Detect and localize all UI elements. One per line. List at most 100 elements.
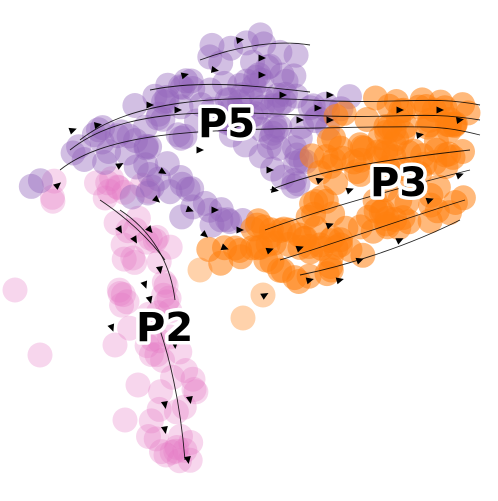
velocity-arrow-icon [305, 277, 314, 285]
velocity-arrow-icon [415, 132, 424, 140]
velocity-arrow-icon [295, 245, 304, 253]
cell-point [227, 89, 253, 115]
cell-point [122, 217, 148, 243]
cluster-label-p5: P5 [198, 101, 255, 147]
cell-point [187, 257, 213, 283]
cell-point [215, 207, 240, 233]
velocity-arrow-icon [211, 206, 219, 214]
cell-point [281, 167, 307, 193]
cell-point [2, 277, 28, 303]
velocity-arrow-icon [455, 117, 464, 125]
cell-point [217, 209, 243, 235]
cell-point [178, 430, 204, 455]
cell-point [258, 125, 284, 151]
cell-point [168, 125, 194, 151]
cell-point [239, 103, 265, 129]
cell-point [199, 32, 225, 58]
cluster-p2-points [2, 166, 209, 474]
cell-point [219, 95, 245, 121]
velocity-arrow-icon [265, 247, 274, 255]
cell-point [238, 83, 264, 109]
cell-point [99, 166, 125, 192]
cell-point [84, 170, 109, 196]
cell-point [271, 89, 297, 114]
cell-point [39, 184, 65, 210]
cell-point [106, 175, 132, 201]
cell-point [110, 232, 136, 258]
cell-point [106, 277, 132, 303]
streamline [264, 169, 471, 231]
velocity-arrow-icon [315, 177, 324, 185]
cell-point [168, 165, 194, 190]
cell-point [18, 173, 44, 199]
cell-point [304, 105, 330, 130]
cell-point [285, 171, 311, 197]
cell-point [114, 289, 140, 315]
cell-point [137, 162, 163, 187]
cell-point [257, 53, 283, 79]
cell-point [145, 105, 171, 131]
streamline [159, 329, 186, 461]
velocity-arrow-icon [270, 185, 279, 193]
cell-point [167, 448, 192, 474]
velocity-arrow-icon [455, 172, 464, 180]
cell-point [136, 301, 162, 327]
cell-point [133, 135, 159, 161]
cell-point [177, 447, 203, 473]
cell-point [263, 117, 289, 143]
velocity-arrow-icon [160, 425, 168, 434]
velocity-arrow-icon [185, 205, 194, 213]
velocity-arrow-icon [335, 277, 344, 285]
cell-point [120, 245, 146, 271]
cell-point [146, 249, 172, 275]
cell-point [117, 315, 143, 341]
cell-point [180, 194, 206, 220]
velocity-arrow-icon [326, 91, 334, 99]
velocity-arrow-icon [174, 106, 182, 114]
cell-point [27, 342, 53, 368]
cell-point [197, 77, 223, 103]
cell-point [96, 178, 122, 204]
cell-point [289, 114, 315, 140]
cell-point [137, 134, 163, 160]
cell-point [163, 399, 189, 425]
velocity-arrow-icon [158, 167, 167, 174]
cell-point [341, 149, 367, 175]
cell-point [138, 342, 164, 367]
velocity-arrow-icon [296, 116, 304, 124]
cell-point [134, 333, 160, 359]
cell-point [27, 168, 53, 194]
cell-point [165, 122, 191, 148]
velocity-arrow-icon [160, 400, 168, 409]
cell-point [111, 246, 137, 272]
cell-point [215, 110, 241, 136]
cell-point [189, 92, 214, 118]
cell-point [208, 207, 234, 233]
velocity-arrow-icon [210, 65, 219, 73]
streamline [99, 199, 166, 261]
cell-point [143, 426, 169, 452]
cell-point [169, 171, 195, 197]
cell-point [243, 101, 269, 127]
cell-point [103, 210, 129, 236]
velocity-arrow-icon [326, 116, 334, 124]
cell-point [151, 282, 177, 308]
velocity-arrow-icon [395, 238, 404, 245]
cell-point [122, 249, 148, 275]
cell-point [148, 379, 173, 405]
velocity-arrow-icon [258, 71, 266, 79]
cell-point [229, 82, 255, 108]
velocity-arrowheads [53, 37, 464, 464]
cell-point [234, 68, 260, 94]
velocity-arrow-icon [220, 243, 229, 251]
cell-point [199, 212, 225, 238]
cell-point [172, 437, 198, 463]
velocity-arrow-icon [53, 182, 62, 190]
streamline [269, 149, 471, 191]
cell-point [230, 305, 256, 331]
cell-point [107, 281, 133, 306]
velocity-arrow-icon [325, 222, 334, 230]
cell-point [136, 424, 161, 449]
cell-point [296, 263, 322, 289]
